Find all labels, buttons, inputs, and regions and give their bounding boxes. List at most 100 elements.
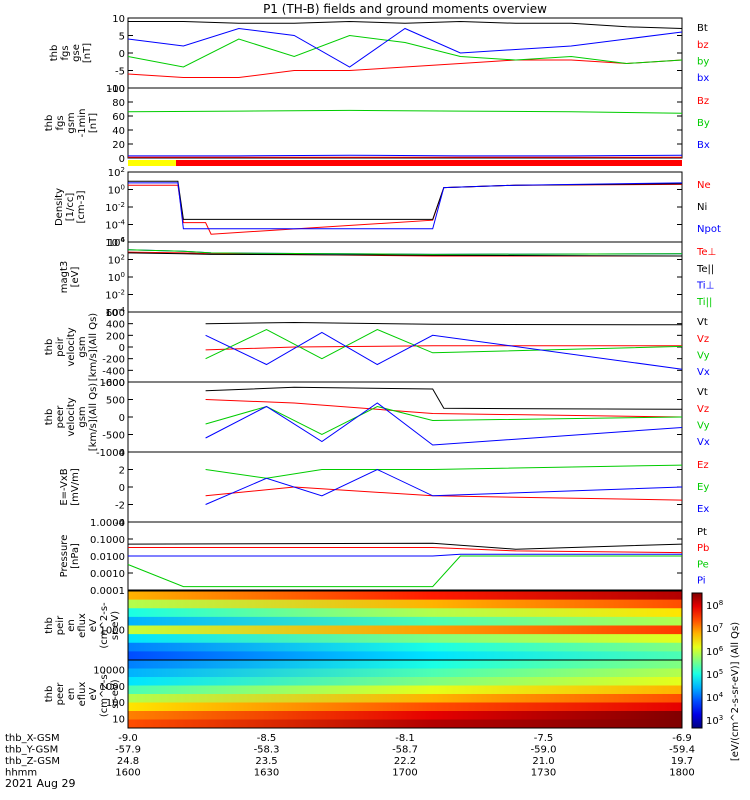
x-row-value: 22.2 — [394, 756, 416, 767]
series-bx — [127, 27, 683, 68]
legend-entry: Ti|| — [696, 297, 712, 308]
x-row-value: -57.9 — [115, 745, 141, 756]
legend-entry: Pe — [697, 559, 709, 570]
y-tick-label: 100 — [106, 84, 125, 95]
series-Te|| — [127, 252, 683, 257]
y-tick-label: 500 — [106, 396, 125, 407]
y-tick-label: 100 — [108, 271, 125, 284]
series-Ex — [205, 468, 683, 505]
y-tick-label: 100 — [106, 698, 125, 709]
x-row-value: -6.9 — [672, 733, 692, 744]
spectrogram-band — [128, 625, 682, 635]
y-tick-label: -500 — [102, 431, 125, 442]
colorbar-label: [eV/(cm^2-s-sr-eV)] (All Qs) — [730, 622, 741, 761]
chart-title: P1 (TH-B) fields and ground moments over… — [263, 2, 547, 16]
y-tick-label: 20 — [112, 140, 125, 151]
panel-peer_velocity: 1000 500 0 -500 -1000thbpeervelocitygsm[km/s… — [44, 378, 710, 459]
y-tick-label: 0 — [119, 154, 125, 165]
y-tick-label: 102 — [108, 254, 125, 267]
legend-entry: Ne — [697, 180, 711, 191]
y-tick-label: 0.0010 — [90, 569, 125, 580]
y-tick-label: 0.0001 — [90, 586, 125, 597]
y-tick-label: -600 — [102, 378, 125, 389]
x-row-value: 24.8 — [117, 756, 139, 767]
mode-bar-red — [176, 160, 682, 166]
y-tick-label: 104 — [108, 236, 126, 249]
y-axis-label: thbfgsgsm-1min[nT] — [44, 109, 99, 138]
series-Vz — [205, 345, 682, 351]
legend-entry: Vx — [697, 437, 710, 448]
x-axis-table: thb_X-GSM -9.0 -8.5 -8.1 -7.5 -6.9 thb_Y-GSM -5… — [5, 733, 695, 779]
legend-entry: Bx — [697, 140, 710, 151]
spectrogram-band — [128, 591, 682, 601]
series-Vy — [205, 328, 683, 360]
legend-entry: Ey — [697, 482, 709, 493]
legend-entry: Vt — [697, 317, 708, 328]
date-label: 2021 Aug 29 — [5, 777, 75, 790]
x-row-label: thb_Y-GSM — [5, 745, 58, 756]
x-row-value: 1730 — [531, 768, 556, 779]
series-Vt — [205, 321, 683, 326]
y-tick-label: -400 — [102, 366, 125, 377]
y-tick-label: 600 — [106, 308, 125, 319]
colorbar-tick: 108 — [706, 599, 723, 612]
legend-entry: bz — [697, 40, 709, 51]
legend-entry: Ez — [697, 460, 709, 471]
colorbar: 108 107 106 105 104 103 [eV/(cm^2-s-sr-eV)] (A… — [691, 592, 741, 761]
y-axis-label: thbpeirvelocitygsm[km/s](All Qs) — [44, 313, 99, 381]
legend-entry: by — [697, 57, 709, 68]
series-By — [127, 109, 683, 114]
legend-entry: bx — [697, 73, 709, 84]
colorbar-tick: 106 — [706, 645, 724, 658]
y-axis-label: E=-VxB[mV/m] — [59, 468, 81, 506]
series-Ne — [128, 183, 683, 235]
y-tick-label: 0.1000 — [90, 535, 125, 546]
x-row-value: 1600 — [115, 768, 140, 779]
panel-frame — [127, 311, 683, 383]
y-tick-label: 200 — [106, 331, 125, 342]
y-tick-label: 0 — [119, 413, 125, 424]
legend-entry: Vy — [697, 421, 710, 432]
legend-entry: Ex — [697, 504, 709, 515]
legend-entry: By — [697, 118, 710, 129]
y-tick-label: 0 — [119, 49, 125, 60]
y-tick-label: 1000 — [100, 682, 125, 693]
x-row-value: -8.5 — [257, 733, 277, 744]
y-tick-label: 0 — [119, 343, 125, 354]
panel-frame — [127, 381, 683, 453]
legend-entry: Vx — [697, 367, 710, 378]
panel-frame — [127, 451, 683, 523]
x-row-value: -59.0 — [531, 745, 557, 756]
y-tick-label: -2 — [115, 501, 125, 512]
panel-frame — [127, 171, 683, 243]
series-Npot — [128, 182, 683, 230]
legend-entry: Pt — [697, 527, 707, 538]
series-Bt — [128, 20, 683, 29]
y-tick-label: 10000 — [93, 666, 125, 677]
series-bz — [127, 59, 683, 78]
spectrogram-band — [128, 685, 682, 695]
y-axis-label: thbfgsgse[nT] — [49, 43, 93, 63]
y-tick-label: 40 — [112, 126, 125, 137]
x-row-value: 1630 — [254, 768, 279, 779]
series-Pe — [127, 555, 682, 588]
y-tick-label: 4 — [119, 448, 125, 459]
colorbar-tick: 104 — [706, 691, 724, 704]
spectrogram-band — [128, 694, 682, 703]
y-tick-label: -4 — [115, 518, 125, 529]
panel-frame — [127, 87, 683, 159]
spectrogram-band — [128, 719, 682, 729]
y-tick-label: 10-2 — [105, 289, 125, 302]
y-tick-label: -5 — [115, 67, 125, 78]
colorbar-scale — [691, 592, 703, 729]
colorbar-tick: 105 — [706, 668, 723, 681]
y-tick-label: 10 — [112, 14, 125, 25]
series-by — [127, 34, 683, 68]
series-Ez — [205, 486, 683, 501]
spectrogram-band — [128, 599, 682, 609]
spectrogram-band — [128, 677, 682, 686]
y-tick-label: 2 — [119, 466, 125, 477]
